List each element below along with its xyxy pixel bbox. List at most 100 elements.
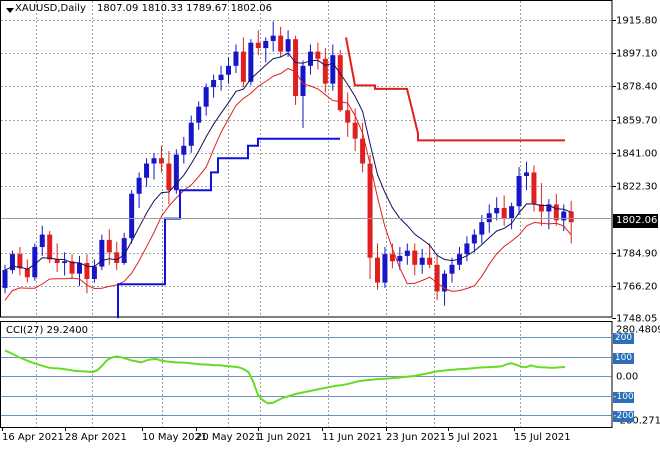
cci-level-label: 100 [613, 352, 634, 364]
fast-ma-line [4, 67, 572, 301]
candle-body [263, 40, 269, 49]
candle-body [218, 74, 224, 81]
cci-value: 29.2400 [46, 325, 88, 336]
candle-body [531, 172, 537, 205]
price-axis-label: 1897.10 [616, 48, 658, 59]
candle-body [501, 207, 507, 219]
cci-name: CCI(27) [6, 325, 44, 336]
candle-body [397, 255, 403, 262]
candle-body [486, 213, 492, 223]
candle-body [233, 51, 239, 66]
price-axis-label: 1822.30 [616, 181, 658, 192]
price-axis-label: 1841.00 [616, 148, 658, 159]
candle-body [136, 177, 142, 194]
price-axis-label: 1766.20 [616, 281, 658, 292]
candle-body [226, 65, 231, 75]
candle-body [434, 264, 440, 292]
candle-body [9, 254, 15, 271]
candle-body [375, 257, 380, 283]
candle-body [330, 55, 336, 84]
price-axis-label: 1878.40 [616, 81, 658, 92]
price-axis-label: 1784.90 [616, 248, 658, 259]
candle-body [568, 211, 574, 223]
price-axis-label: 1748.05 [616, 313, 658, 324]
candle-body [278, 35, 284, 52]
candle-body [524, 172, 529, 176]
cci-header: CCI(27) 29.2400 [6, 325, 88, 336]
candle-body [17, 254, 23, 269]
candle-body [99, 239, 105, 267]
candle-body [181, 145, 187, 155]
candle-body [39, 234, 45, 248]
candle-body [32, 247, 38, 278]
cci-line [4, 349, 566, 405]
candle-body [509, 206, 515, 219]
candle-body [129, 193, 135, 239]
candle-body [553, 204, 559, 221]
date-axis-label: 16 Apr 2021 [2, 432, 64, 443]
candle-body [106, 239, 112, 253]
symbol-label: XAUUSD,Daily [15, 3, 86, 14]
candle-body [479, 222, 485, 235]
candle-body [255, 42, 261, 49]
date-axis-label: 1 Jun 2021 [258, 432, 312, 443]
candle-body [144, 163, 150, 178]
cci-max-label: 280.4809 [616, 324, 660, 336]
candle-body [419, 257, 425, 265]
candle-body [2, 270, 8, 288]
candle-body [91, 266, 97, 280]
candle-body [203, 87, 209, 107]
candle-body [24, 268, 30, 278]
date-axis-label: 23 Jun 2021 [386, 432, 447, 443]
candle-body [427, 257, 433, 265]
candle-body [404, 250, 410, 256]
cci-level-label: -200 [613, 410, 634, 422]
candle-body [114, 252, 120, 264]
candle-body [77, 263, 82, 274]
price-axis-label: 1859.70 [616, 115, 658, 126]
candle-body [442, 273, 448, 292]
candle-body [54, 259, 60, 264]
candle-body [538, 204, 544, 212]
date-axis-label: 15 Jul 2021 [514, 432, 571, 443]
candle-body [307, 51, 313, 66]
symbol-dropdown-icon[interactable] [6, 8, 14, 13]
candle-body [84, 263, 90, 280]
candle-body [360, 138, 366, 164]
current-price-label: 1802.06 [613, 214, 658, 228]
date-axis-label: 28 Apr 2021 [65, 432, 127, 443]
candle-body [546, 204, 552, 212]
cci-level-label: -100 [613, 391, 634, 403]
candle-body [173, 154, 179, 191]
candle-body [62, 261, 68, 264]
candle-body [285, 39, 291, 52]
chart-header: XAUUSD,Daily 1807.09 1810.33 1789.67 180… [7, 3, 272, 14]
candle-body [464, 243, 470, 255]
date-axis-label: 20 May 2021 [196, 432, 262, 443]
candle-body [389, 254, 395, 262]
cci-level-label: 0.00 [616, 371, 639, 382]
candle-body [345, 110, 351, 123]
candle-body [248, 42, 254, 82]
date-axis-label: 11 Jun 2021 [322, 432, 383, 443]
candle-body [561, 211, 567, 221]
cci-pane-border [0, 321, 613, 428]
price-pane-border [0, 0, 613, 318]
candle-body [151, 158, 157, 164]
cci-min-label: -280.2713 [616, 415, 660, 427]
candle-body [293, 39, 299, 97]
date-axis-label: 10 May 2021 [142, 432, 208, 443]
cci-level-label: 200 [613, 332, 634, 344]
candle-body [196, 106, 202, 123]
candle-body [494, 207, 500, 214]
candle-body [121, 238, 127, 264]
price-axis-label: 1915.80 [616, 15, 658, 26]
candle-body [322, 58, 328, 84]
candle-body [270, 35, 276, 41]
channel-low-line [117, 137, 340, 319]
candle-body [315, 51, 321, 59]
ohlc-readout: 1807.09 1810.33 1789.67 1802.06 [97, 3, 272, 14]
candle-body [412, 250, 418, 265]
candle-body [300, 65, 306, 97]
